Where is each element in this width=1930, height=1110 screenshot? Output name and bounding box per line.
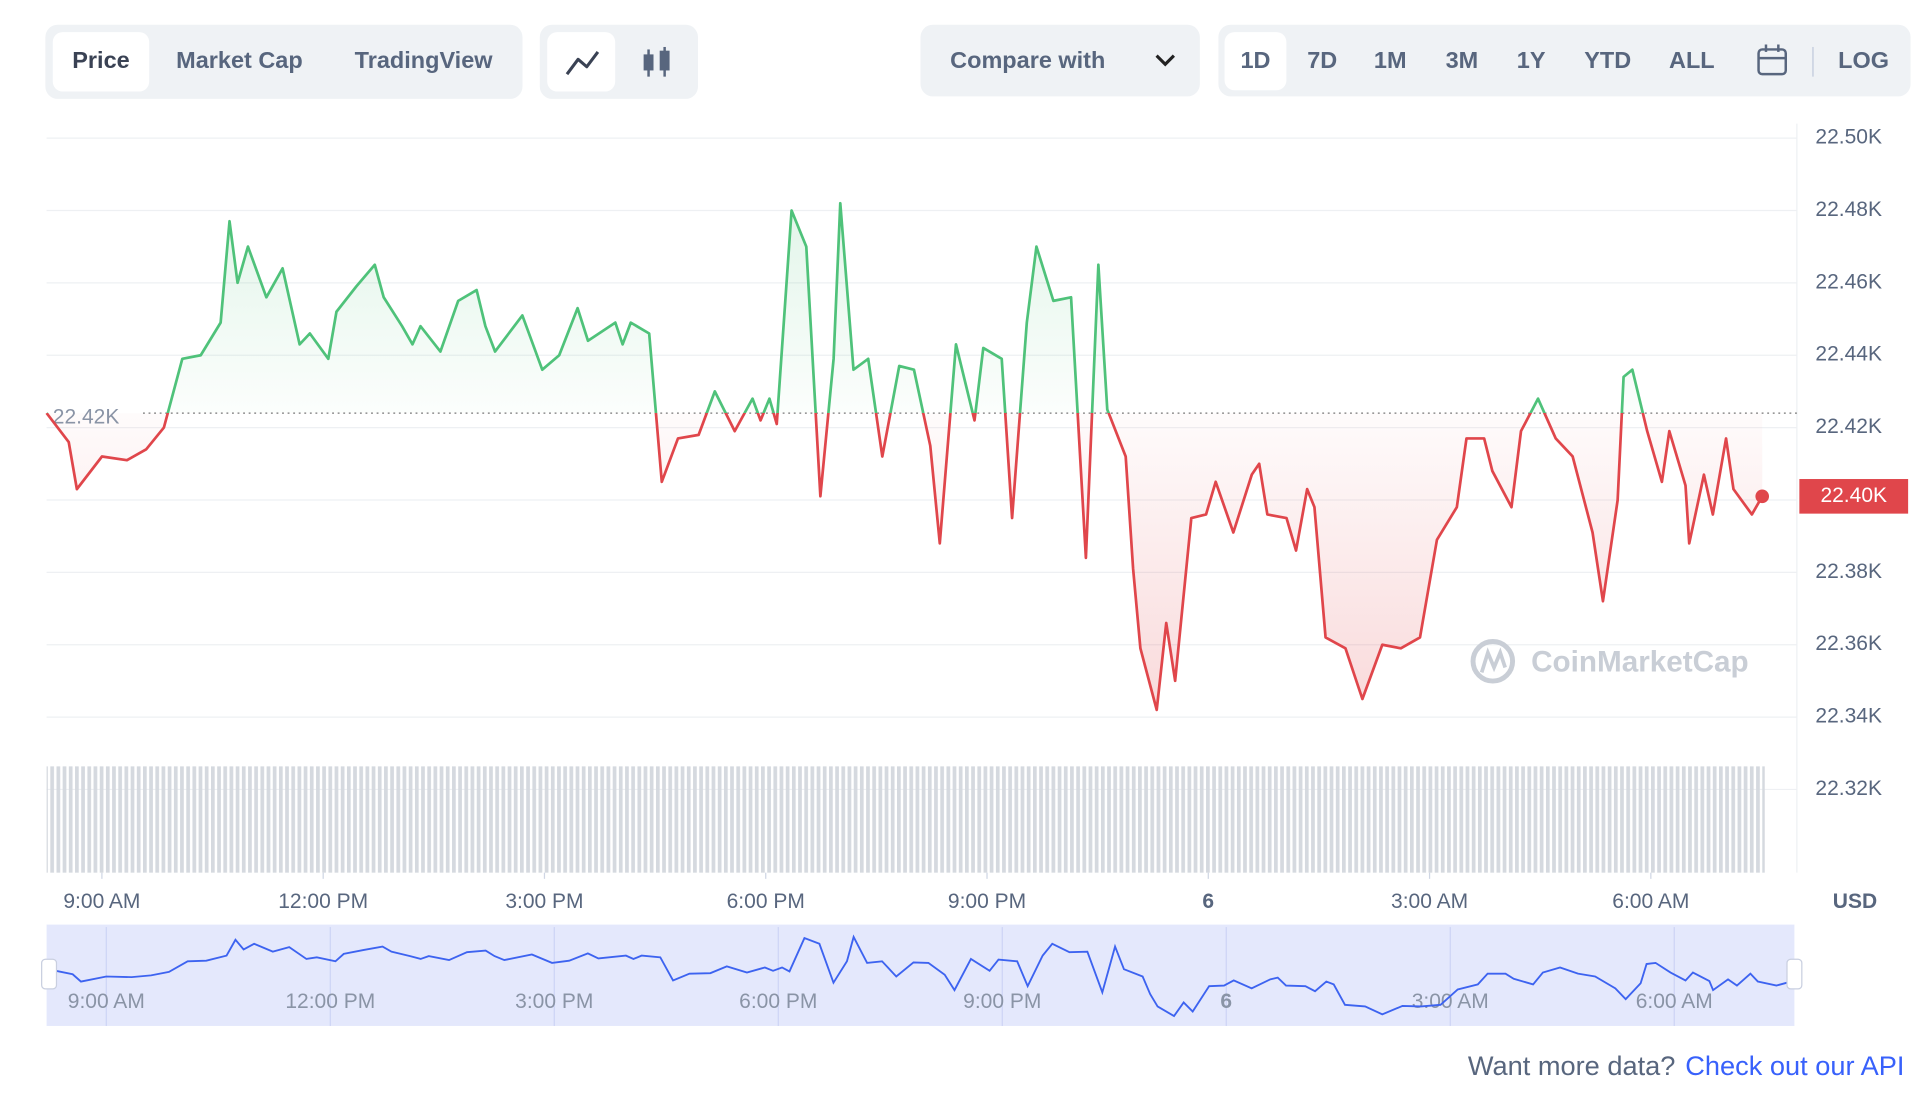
y-tick-label: 22.38K <box>1815 560 1882 583</box>
unit-label: USD <box>1833 890 1877 913</box>
footer-question: Want more data? <box>1468 1050 1676 1081</box>
tab[interactable]: TradingView <box>355 47 494 73</box>
x-tick-label: 6:00 AM <box>1612 890 1689 913</box>
navigator-tick-label: 6:00 PM <box>739 990 817 1013</box>
price-line <box>45 201 1764 712</box>
range-button[interactable]: ALL <box>1669 47 1715 73</box>
range-active[interactable] <box>1224 32 1287 91</box>
navigator-tick-label: 12:00 PM <box>285 990 375 1013</box>
navigator-tick-label: 9:00 PM <box>963 990 1041 1013</box>
y-tick-label: 22.36K <box>1815 632 1882 655</box>
footer: Want more data? Check out our API <box>1468 1050 1905 1081</box>
tab-active[interactable] <box>52 32 150 92</box>
range-button[interactable]: 7D <box>1307 47 1337 73</box>
navigator-tick-label: 3:00 PM <box>515 990 593 1013</box>
baseline-label: 22.42K <box>53 406 120 429</box>
navigator-handle[interactable] <box>41 958 58 990</box>
range-group <box>1218 24 1911 97</box>
watermark-text: CoinMarketCap <box>1531 646 1749 679</box>
price-tag <box>1799 479 1909 514</box>
navigator-handle[interactable] <box>1786 958 1803 990</box>
y-tick-label: 22.34K <box>1815 705 1882 728</box>
navigator-tick-label: 9:00 AM <box>68 990 145 1013</box>
calendar-icon[interactable] <box>1757 44 1787 76</box>
api-link[interactable]: Check out our API <box>1685 1050 1904 1081</box>
x-tick-label: 3:00 PM <box>505 890 583 913</box>
x-tick-label: 6 <box>1202 890 1214 913</box>
compare-box[interactable] <box>920 24 1200 97</box>
line-icon <box>565 50 600 76</box>
candle-icon[interactable] <box>643 46 670 77</box>
y-tick-label: 22.50K <box>1815 126 1882 149</box>
navigator-tick-label: 6 <box>1220 990 1232 1013</box>
navigator-tick-label: 3:00 AM <box>1412 990 1489 1013</box>
navigator[interactable] <box>46 924 1795 1026</box>
watermark: CoinMarketCap <box>1470 639 1749 684</box>
y-tick-label: 22.32K <box>1815 777 1882 800</box>
range-button[interactable]: 1Y <box>1517 47 1546 73</box>
log-toggle[interactable]: LOG <box>1838 47 1889 73</box>
price-tag-label: 22.40K <box>1820 484 1887 507</box>
x-tick-label: 9:00 PM <box>948 890 1026 913</box>
x-tick-label: 6:00 PM <box>727 890 805 913</box>
range-button[interactable]: 1M <box>1374 47 1407 73</box>
x-tick-label: 9:00 AM <box>63 890 140 913</box>
last-point <box>1755 489 1770 504</box>
y-tick-label: 22.48K <box>1815 198 1882 221</box>
range-button[interactable]: YTD <box>1584 47 1631 73</box>
range-button[interactable]: 1D <box>1240 47 1270 73</box>
x-tick-label: 12:00 PM <box>278 890 368 913</box>
y-tick-label: 22.44K <box>1815 343 1882 366</box>
y-tick-label: 22.46K <box>1815 270 1882 293</box>
volume-bars <box>46 766 1765 873</box>
navigator-line <box>50 934 1788 1018</box>
range-button[interactable]: 3M <box>1446 47 1479 73</box>
tab[interactable]: Price <box>72 47 129 73</box>
y-tick-label: 22.42K <box>1815 415 1882 438</box>
x-tick-label: 3:00 AM <box>1391 890 1468 913</box>
area <box>46 203 1763 710</box>
navigator-tick-label: 6:00 AM <box>1636 990 1713 1013</box>
tab-group <box>45 24 523 99</box>
tab[interactable]: Market Cap <box>176 47 303 73</box>
compare-label[interactable]: Compare with <box>950 47 1105 73</box>
chevron <box>1155 54 1175 67</box>
